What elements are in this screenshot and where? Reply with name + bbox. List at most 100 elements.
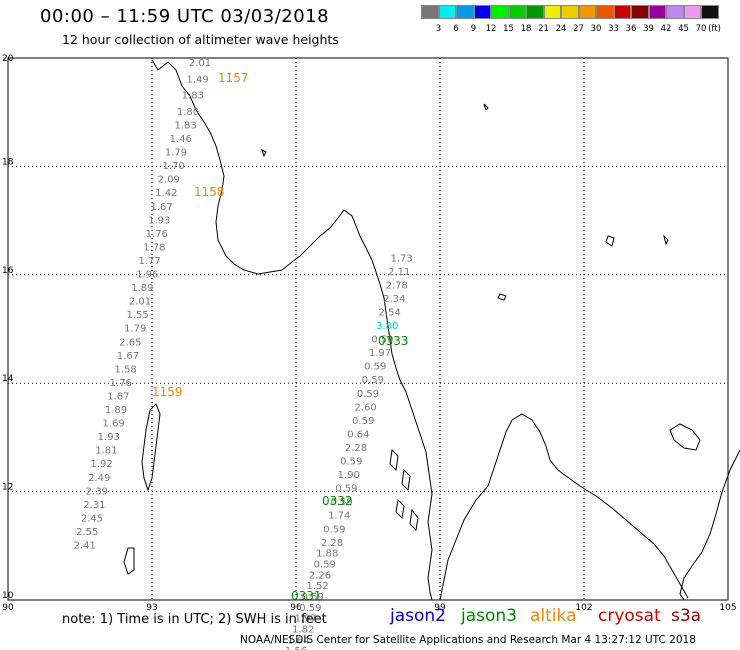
legend-tick-label: 36 (625, 24, 637, 34)
legend-tick-label: 70 (695, 24, 707, 34)
wave-height-value: 1.80 (177, 107, 199, 118)
wave-height-value: 1.67 (107, 391, 129, 402)
satellite-label-jason3: jason3 (461, 606, 517, 626)
wave-height-value: 1.77 (138, 256, 160, 267)
lat-lon-grid (8, 58, 728, 600)
track-1159: 1.58 1.76 1.67 1.89 1.69 1.93 1.81 1.92 2.49 2.39… (74, 364, 183, 551)
track-1158: 1.70 2.09 1.42 1.67 1.93 1.76 1.78 1.77 1.96 1.89… (117, 161, 225, 362)
wave-height-value: 1.55 (126, 310, 148, 321)
pass-label: 1158 (194, 185, 225, 199)
legend-tick-label: 39 (643, 24, 654, 34)
wave-height-value: 1.92 (90, 459, 112, 470)
legend-tick-label: (ft) (708, 24, 721, 34)
pass-label: 1159 (152, 385, 183, 399)
wave-height-value: 0.59 (335, 484, 357, 495)
legend-tick-label: 12 (485, 24, 497, 34)
wave-height-value: 2.11 (388, 267, 410, 278)
altimeter-tracks: 2.01 1.49 1.83 1.80 1.83 1.46 1.79 1157 1.70 2.09… (74, 58, 413, 650)
coastline-myanmar-west (151, 59, 433, 601)
wave-height-value: 3.80 (376, 321, 398, 332)
legend-swatch (491, 5, 509, 19)
legend-tick-label: 27 (573, 24, 584, 34)
wave-height-value: 2.01 (129, 297, 151, 308)
wave-height-value: 2.31 (83, 500, 105, 511)
wave-height-value: 2.34 (383, 294, 405, 305)
wave-height-value: 0.59 (330, 497, 352, 508)
coastline (123, 59, 740, 601)
pass-label: 1157 (218, 71, 249, 85)
wave-height-value: 1.76 (146, 229, 168, 240)
legend-swatch (596, 5, 614, 19)
coastline-gulf-thailand (439, 413, 689, 601)
wave-height-value: 2.41 (74, 541, 96, 552)
wave-height-value: 1.79 (165, 148, 187, 159)
wave-height-value: 2.65 (119, 337, 141, 348)
wave-height-value: 0.59 (340, 457, 362, 468)
small-islands (261, 103, 669, 301)
legend-tick-label: 15 (503, 24, 514, 34)
pass-label: 0333 (378, 334, 409, 348)
wave-height-value: 0.59 (364, 362, 386, 373)
wave-height-color-legend: 3 6 9 12 15 18 21 24 27 30 33 36 39 42 45 70 (ft) (421, 5, 721, 34)
lat-tick-label: 10 (2, 591, 14, 601)
wave-height-value: 1.88 (316, 549, 338, 560)
wave-height-value: 2.09 (158, 175, 180, 186)
legend-tick-label: 6 (453, 24, 459, 34)
wave-height-value: 1.79 (124, 324, 146, 335)
wave-height-value: 1.89 (131, 283, 153, 294)
legend-tick-label: 9 (470, 24, 477, 34)
wave-height-value: 1.67 (117, 351, 139, 362)
wave-height-value: 2.39 (86, 486, 108, 497)
wave-height-value: 0.59 (371, 335, 393, 346)
track-0331: 0331 (291, 589, 322, 603)
legend-swatch (543, 5, 561, 19)
wave-height-value: 2.55 (76, 527, 98, 538)
map-title: 00:00 – 11:59 UTC 03/03/2018 (40, 6, 330, 27)
wave-height-value: 1.46 (170, 134, 192, 145)
satellite-label-altika: altika (530, 606, 577, 626)
map-subtitle: 12 hour collection of altimeter wave hei… (62, 32, 339, 47)
legend-swatch (631, 5, 649, 19)
wave-height-value: 1.49 (186, 74, 208, 85)
wave-height-value: 1.89 (105, 405, 127, 416)
legend-swatch (526, 5, 544, 19)
wave-height-value: 1.74 (328, 511, 350, 522)
wave-height-value: 1.52 (306, 581, 328, 592)
little-andaman (123, 547, 135, 575)
wave-height-value: 2.28 (345, 443, 367, 454)
map-border (7, 57, 729, 601)
legend-swatches (421, 5, 719, 19)
wave-height-value: 1.76 (110, 378, 132, 389)
wave-height-value: 0.59 (302, 592, 324, 603)
wave-height-value: 0.64 (347, 429, 369, 440)
wave-height-value: 2.28 (321, 538, 343, 549)
coastal-islands (389, 448, 419, 532)
wave-height-value: 0.59 (357, 389, 379, 400)
lon-tick-label: 90 (2, 603, 14, 613)
wave-height-value: 2.26 (309, 570, 331, 581)
legend-tick-label: 42 (660, 24, 672, 34)
wave-height-value: 1.69 (102, 419, 124, 430)
legend-swatch (473, 5, 491, 19)
lat-tick-label: 14 (2, 374, 14, 384)
track-0333: 1.73 2.11 2.78 2.34 2.54 3.80 0.59 1.97 0.59 0.59… (323, 253, 412, 535)
wave-height-value: 1.97 (369, 348, 391, 359)
lon-tick-label: 105 (719, 603, 736, 613)
wave-height-value: 0.59 (362, 375, 384, 386)
legend-swatch (508, 5, 526, 19)
legend-swatch (701, 5, 719, 19)
coastline-vietnam (679, 449, 740, 601)
wave-height-value: 1.93 (98, 432, 120, 443)
wave-height-value: 1.70 (162, 161, 184, 172)
wave-height-value: 0.59 (323, 524, 345, 535)
legend-tick-label: 21 (538, 24, 549, 34)
legend-tick-label: 33 (608, 24, 619, 34)
wave-height-value: 1.78 (143, 242, 165, 253)
legend-tick-label: 45 (678, 24, 689, 34)
lat-tick-label: 18 (2, 157, 14, 167)
map-frame (7, 57, 729, 601)
wave-height-value: 1.96 (136, 270, 158, 281)
wave-height-value: 2.01 (189, 58, 211, 69)
